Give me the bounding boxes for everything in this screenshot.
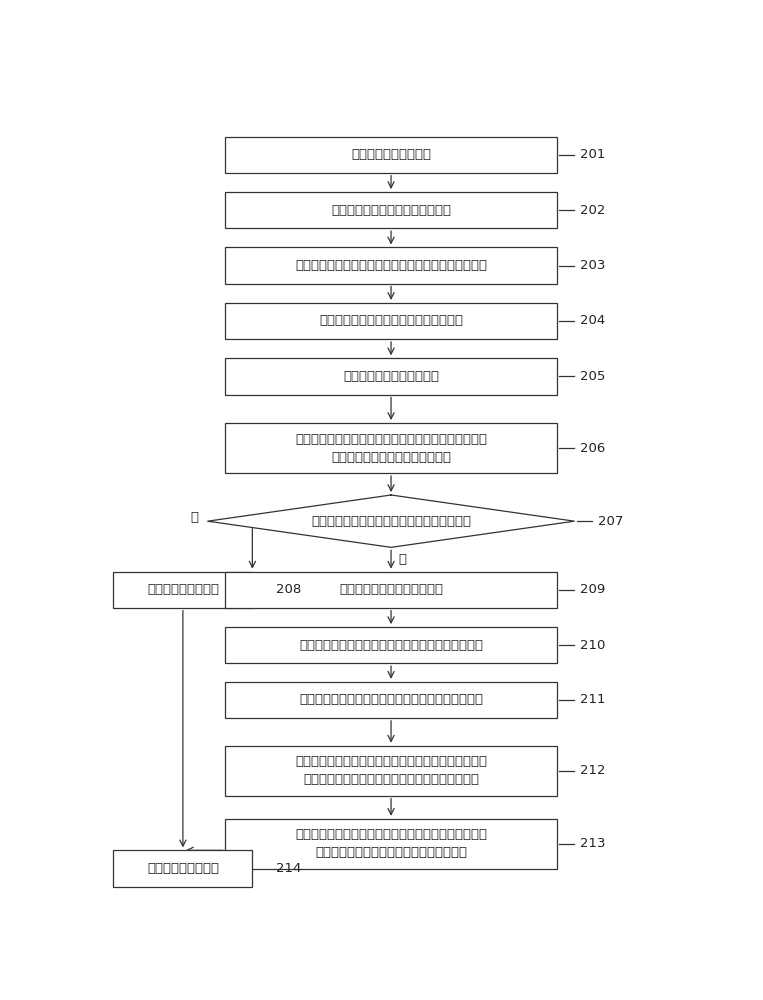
Text: 207: 207 [598,515,623,528]
Text: 205: 205 [581,370,606,383]
FancyBboxPatch shape [226,423,557,473]
Polygon shape [208,495,575,547]
Text: 203: 203 [581,259,606,272]
Text: 获取钞票的冠字号图像: 获取钞票的冠字号图像 [351,148,431,161]
Text: 根据该最大匹配值和预设的阈值得到该字符图像在该相
似字符组中的识别结果，作为二次识别结果: 根据该最大匹配值和预设的阈值得到该字符图像在该相 似字符组中的识别结果，作为二次… [295,828,487,859]
FancyBboxPatch shape [114,572,253,608]
FancyBboxPatch shape [226,746,557,796]
FancyBboxPatch shape [226,137,557,173]
FancyBboxPatch shape [226,247,557,284]
Text: 是: 是 [398,553,406,566]
Text: 212: 212 [581,764,606,777]
Text: 根据该初步识别结果获取该字符图像的预设笔画模板: 根据该初步识别结果获取该字符图像的预设笔画模板 [299,693,483,706]
Text: 201: 201 [581,148,606,161]
Text: 输出该初步识别结果: 输出该初步识别结果 [147,583,219,596]
Text: 将该字符图像进行二值化处理: 将该字符图像进行二值化处理 [339,583,443,596]
FancyBboxPatch shape [226,627,557,663]
Text: 213: 213 [581,837,606,850]
Text: 提取该字符图像的特征向量: 提取该字符图像的特征向量 [343,370,439,383]
FancyBboxPatch shape [226,819,557,869]
Text: 211: 211 [581,693,606,706]
Text: 输出该二次识别结果: 输出该二次识别结果 [147,862,219,875]
FancyBboxPatch shape [226,358,557,395]
Text: 206: 206 [581,442,606,455]
FancyBboxPatch shape [114,850,253,887]
Text: 根据该特征向量和预先训练的分类器模型对该字符图像
进行字符识别，得到初步识别结果: 根据该特征向量和预先训练的分类器模型对该字符图像 进行字符识别，得到初步识别结果 [295,433,487,464]
Text: 208: 208 [276,583,301,596]
Text: 否: 否 [191,511,199,524]
Text: 通过该笔画模板在该特定区域内进行滑动匹配，将匹配
成功的该字符图像的像素数最大值作为最大匹配值: 通过该笔画模板在该特定区域内进行滑动匹配，将匹配 成功的该字符图像的像素数最大值… [295,755,487,786]
FancyBboxPatch shape [226,682,557,718]
Text: 209: 209 [581,583,606,596]
Text: 根据该初步识别结果获取该字符图像的预设特定区域: 根据该初步识别结果获取该字符图像的预设特定区域 [299,639,483,652]
Text: 202: 202 [581,204,606,217]
Text: 210: 210 [581,639,606,652]
FancyBboxPatch shape [226,572,557,608]
Text: 该初步识别结果是否落入预设的相似字符组中: 该初步识别结果是否落入预设的相似字符组中 [311,515,471,528]
Text: 对该冠字号图像进行字符切割处理，得到多个字符图像: 对该冠字号图像进行字符切割处理，得到多个字符图像 [295,259,487,272]
Text: 对所说冠字号图像进行图像预处理: 对所说冠字号图像进行图像预处理 [331,204,451,217]
Text: 204: 204 [581,314,606,327]
FancyBboxPatch shape [226,303,557,339]
Text: 将所有该字符图像缩放成预设的同一尺寸: 将所有该字符图像缩放成预设的同一尺寸 [319,314,463,327]
FancyBboxPatch shape [226,192,557,228]
Text: 214: 214 [276,862,301,875]
